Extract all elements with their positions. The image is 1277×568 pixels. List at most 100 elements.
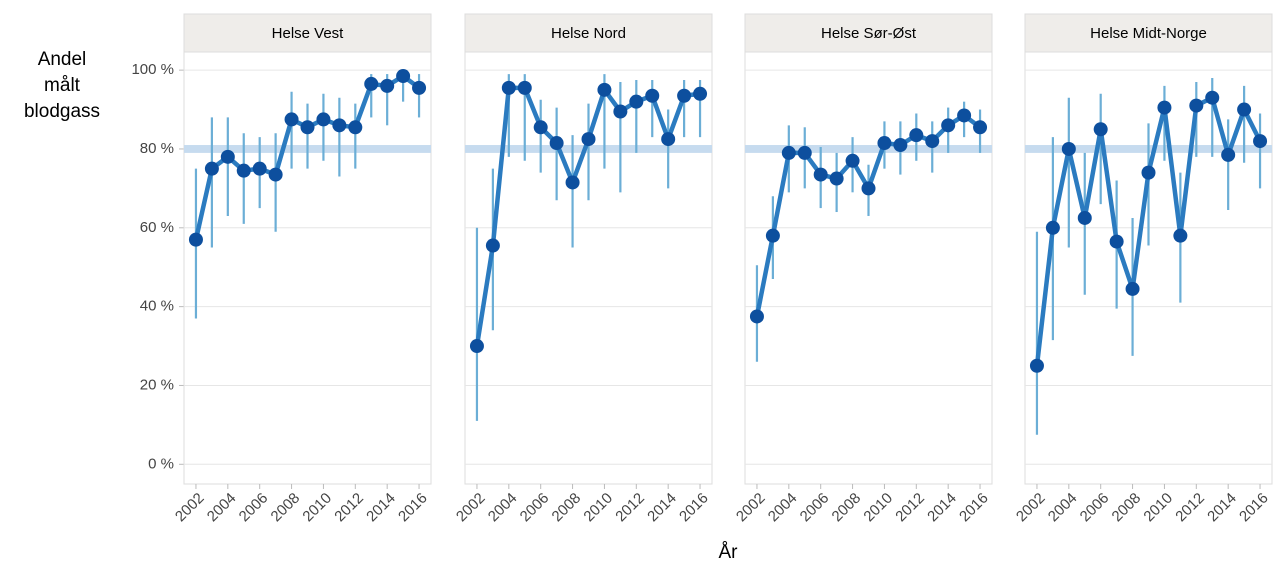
x-tick-label: 2004 [765,490,801,526]
x-tick-label: 2002 [453,490,489,526]
y-tick-label: 100 % [131,61,174,78]
x-tick-label: 2002 [1013,490,1049,526]
y-axis-label: målt [44,75,81,96]
y-tick-label: 20 % [140,376,174,393]
x-tick-label: 2004 [485,490,521,526]
point [765,228,780,243]
point [973,120,988,135]
x-tick-label: 2010 [580,490,616,526]
point [565,175,580,190]
point [252,161,267,176]
point [1077,210,1092,225]
point [693,86,708,101]
point [1045,220,1060,235]
x-tick-label: 2014 [363,490,399,526]
point [364,76,379,91]
point [300,120,315,135]
y-tick-label: 40 % [140,298,174,315]
point [1109,234,1124,249]
point [268,167,283,182]
x-tick-label: 2012 [892,490,928,526]
point [236,163,251,178]
x-tick-label: 2010 [860,490,896,526]
point [893,138,908,153]
strip [744,13,993,53]
x-tick-label: 2008 [268,490,304,526]
y-axis-label: Andel [38,49,87,70]
point [813,167,828,182]
point [396,69,411,84]
point [549,136,564,151]
strip [1024,13,1273,53]
point [412,80,427,95]
x-tick-label: 2008 [549,490,585,526]
point [581,132,596,147]
point [957,108,972,123]
point [533,120,548,135]
point [1125,281,1140,296]
x-tick-label: 2010 [299,490,335,526]
y-tick-label: 60 % [140,219,174,236]
point [501,80,516,95]
point [781,145,796,160]
point [629,94,644,109]
point [1237,102,1252,117]
point [909,128,924,143]
point [797,145,812,160]
x-tick-label: 2008 [829,490,865,526]
point [661,132,676,147]
y-tick-label: 0 % [148,455,174,472]
x-tick-label: 2010 [1140,490,1176,526]
point [1061,141,1076,156]
point [861,181,876,196]
x-tick-label: 2006 [797,490,833,526]
point [1093,122,1108,137]
facet-title: Helse Midt-Norge [1090,25,1207,42]
panel [1024,51,1273,485]
point [517,80,532,95]
x-tick-label: 2014 [924,490,960,526]
point [380,78,395,93]
point [204,161,219,176]
x-axis-label: År [719,542,739,563]
point [1221,147,1236,162]
strip [464,13,713,53]
x-tick-label: 2006 [517,490,553,526]
x-tick-label: 2016 [956,490,992,526]
x-tick-label: 2006 [236,490,272,526]
x-tick-label: 2012 [612,490,648,526]
x-tick-label: 2016 [1236,490,1272,526]
point [284,112,299,127]
point [677,88,692,103]
facet-title: Helse Nord [551,25,626,42]
x-tick-label: 2002 [172,490,208,526]
point [1157,100,1172,115]
point [220,149,235,164]
y-tick-label: 80 % [140,140,174,157]
x-tick-label: 2012 [1172,490,1208,526]
facet-title: Helse Sør-Øst [821,25,917,42]
point [348,120,363,135]
point [188,232,203,247]
point [1173,228,1188,243]
point [485,238,500,253]
x-tick-label: 2012 [331,490,367,526]
y-axis-label: blodgass [24,101,100,122]
point [1253,134,1268,149]
point [749,309,764,324]
facet-title: Helse Vest [272,25,345,42]
point [941,118,956,133]
x-tick-label: 2014 [644,490,680,526]
target-band [745,145,992,153]
point [925,134,940,149]
point [469,339,484,354]
panel [744,51,993,485]
x-tick-label: 2006 [1077,490,1113,526]
point [829,171,844,186]
point [877,136,892,151]
point [1029,358,1044,373]
point [1189,98,1204,113]
point [613,104,628,119]
